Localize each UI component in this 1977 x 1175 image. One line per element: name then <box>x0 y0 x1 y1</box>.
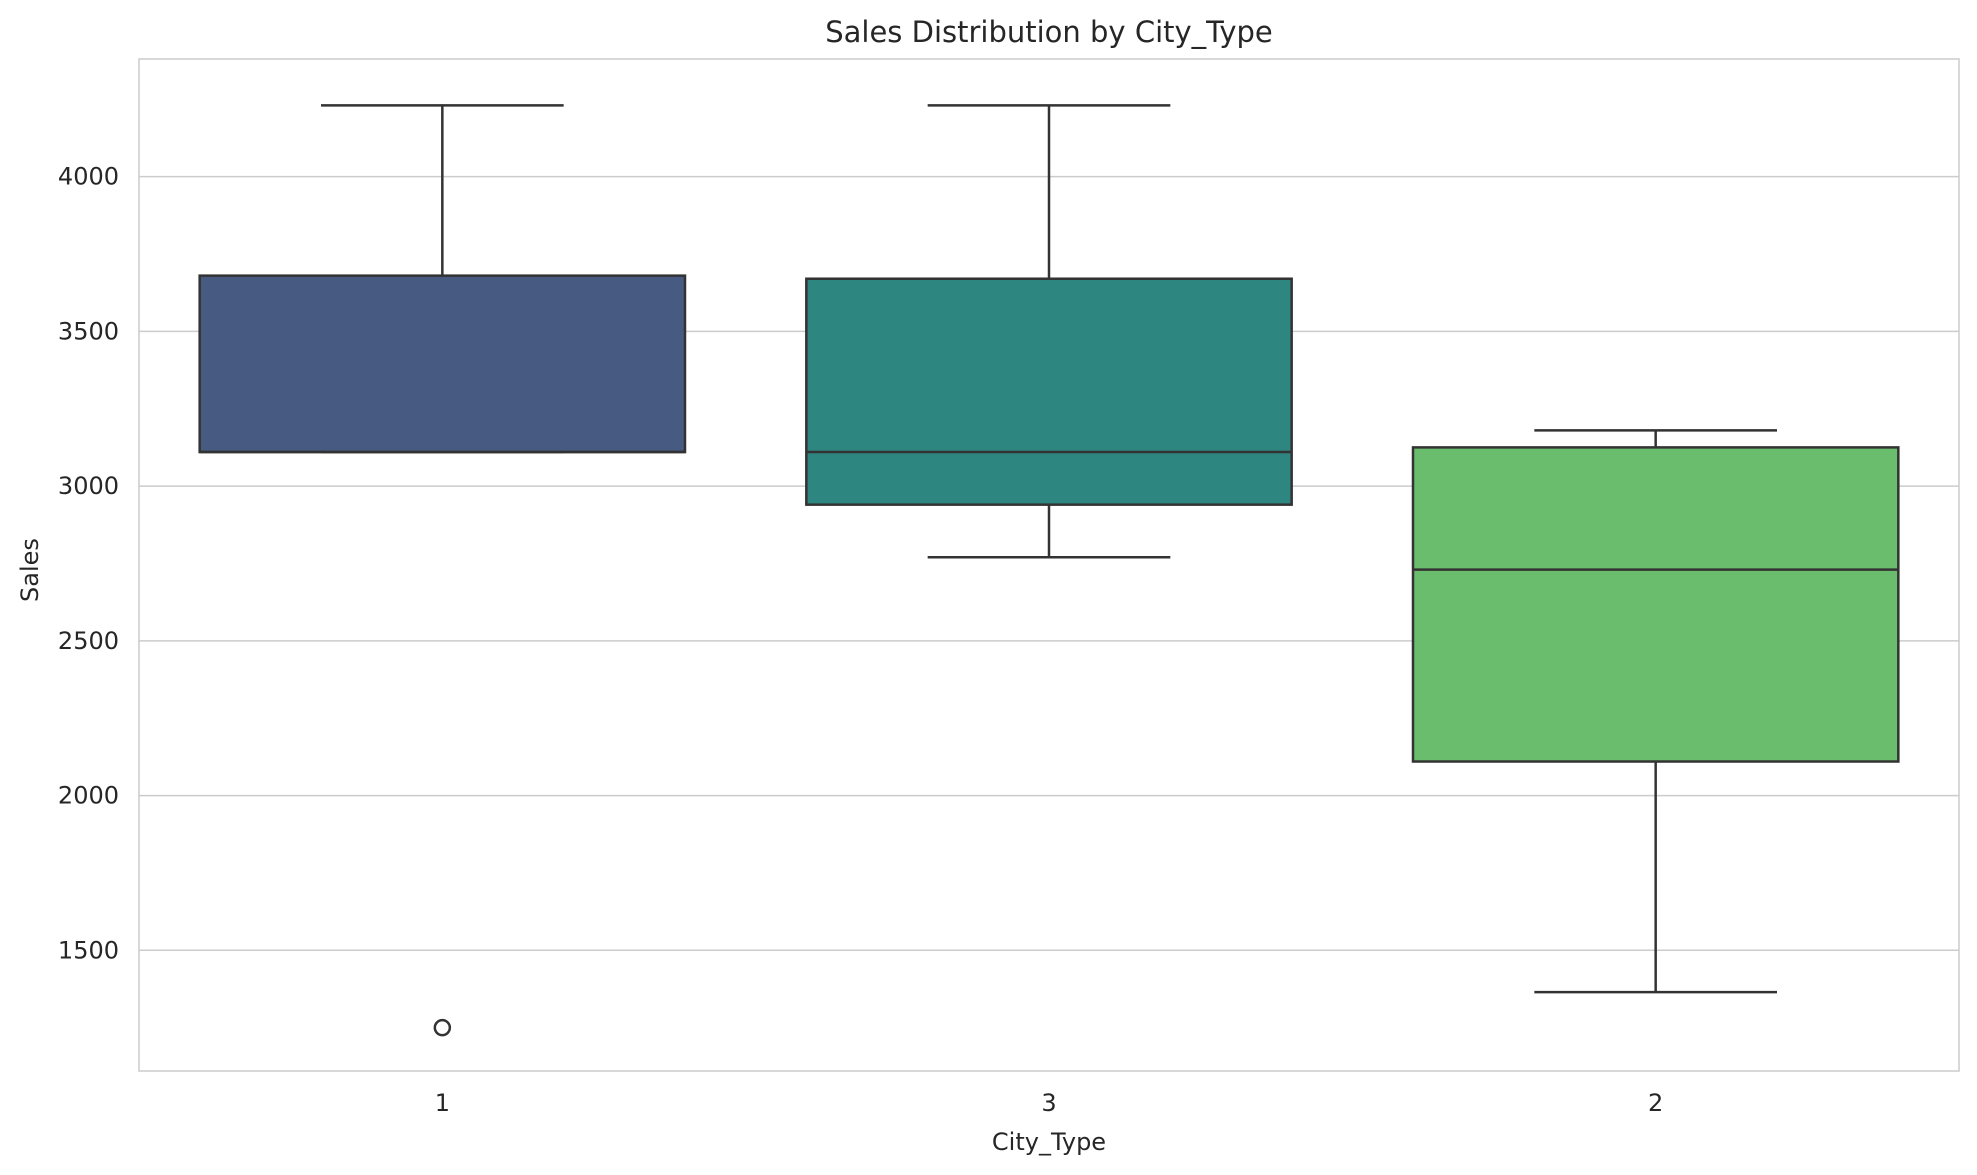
x-tick-label: 1 <box>435 1089 450 1117</box>
x-tick-label: 2 <box>1648 1089 1663 1117</box>
plot-frame <box>138 58 1960 1072</box>
x-tick-labels: 1 3 2 <box>435 1089 1664 1117</box>
x-tick-label: 3 <box>1041 1089 1056 1117</box>
chart-title: Sales Distribution by City_Type <box>825 15 1273 49</box>
box-body <box>198 274 687 454</box>
box-3 <box>805 104 1293 559</box>
box-1 <box>198 104 687 1037</box>
box-2 <box>1411 429 1900 994</box>
y-tick-label: 2500 <box>58 627 119 655</box>
y-tick-label: 1500 <box>58 936 119 964</box>
y-axis-label: Sales <box>16 538 44 602</box>
boxes <box>198 104 1900 1037</box>
y-tick-label: 4000 <box>58 163 119 191</box>
box-body <box>805 277 1293 506</box>
y-tick-label: 3500 <box>58 317 119 345</box>
x-axis-label: City_Type <box>992 1128 1106 1156</box>
y-tick-label: 3000 <box>58 472 119 500</box>
y-tick-labels: 1500 2000 2500 3000 3500 4000 <box>58 163 119 965</box>
box-body <box>1411 446 1900 763</box>
y-tick-label: 2000 <box>58 782 119 810</box>
outlier-point <box>433 1018 452 1037</box>
